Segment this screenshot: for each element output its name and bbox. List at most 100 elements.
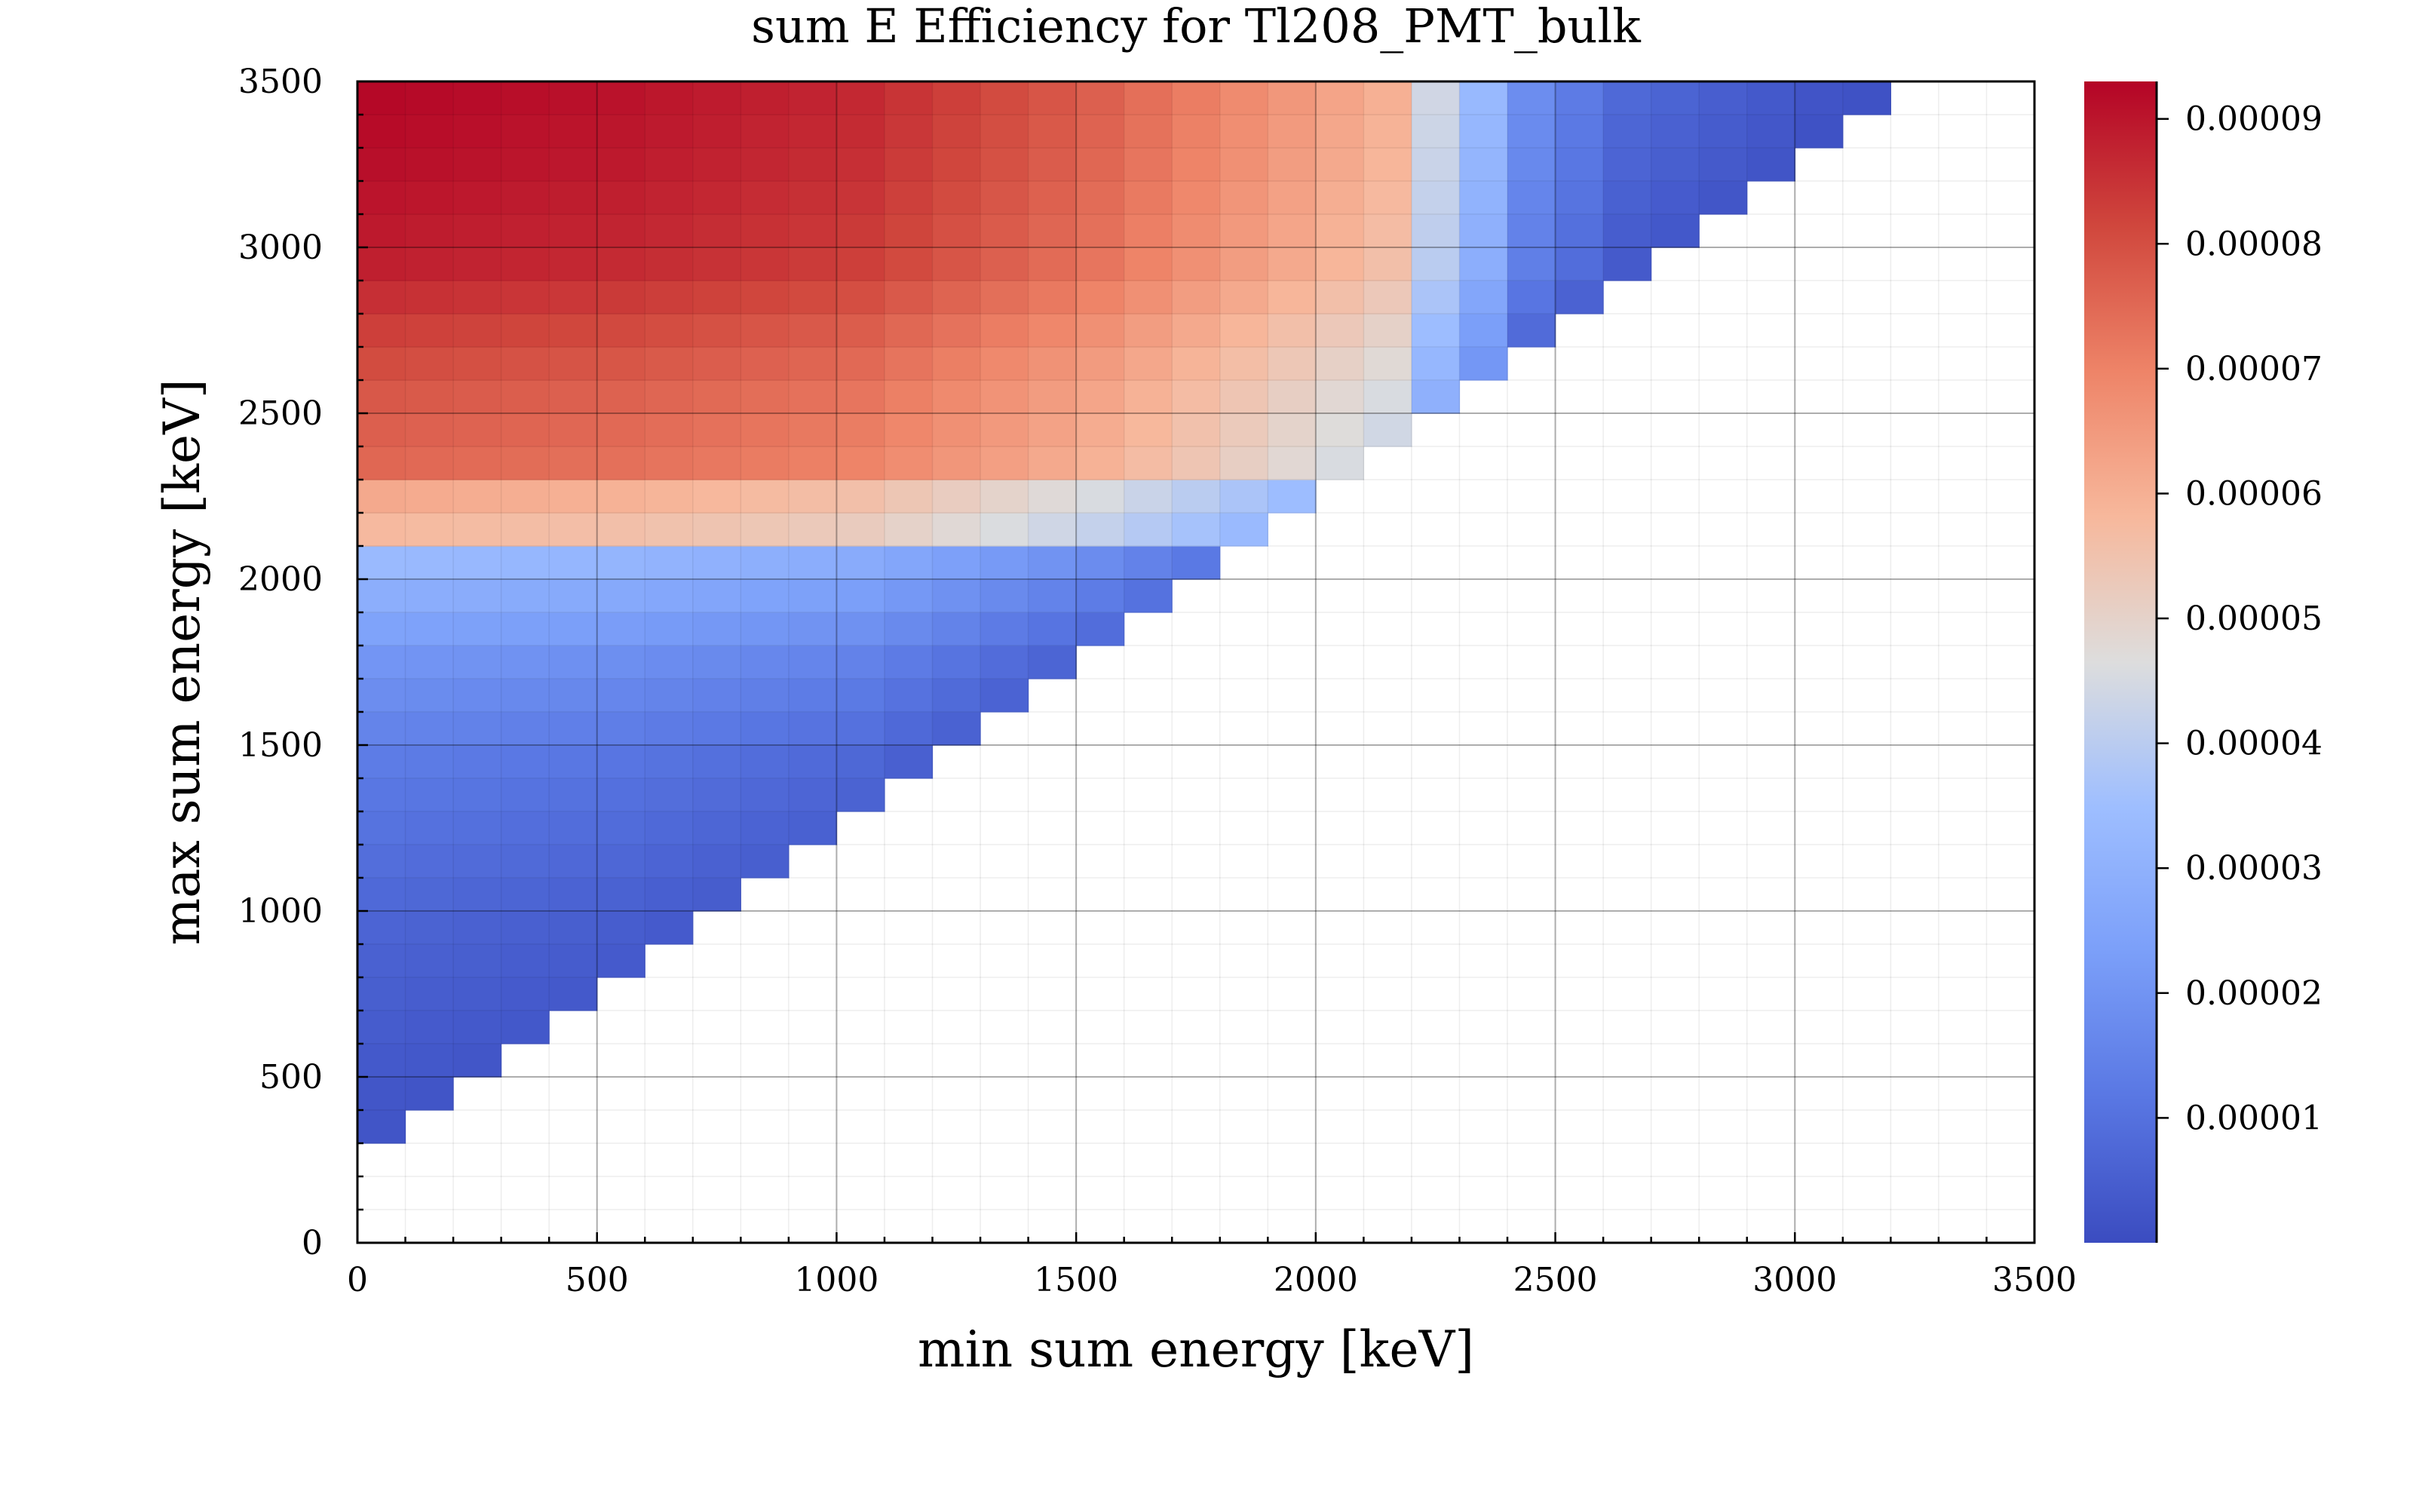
heatmap-cell	[405, 579, 454, 613]
heatmap-cell	[1842, 81, 1891, 115]
heatmap-cell	[405, 778, 454, 812]
heatmap-cell	[1172, 181, 1221, 215]
heatmap-cell	[932, 181, 981, 215]
heatmap-cell	[740, 214, 790, 248]
heatmap-cell	[453, 778, 502, 812]
heatmap-cell	[1268, 148, 1317, 182]
heatmap-cell	[453, 247, 502, 281]
heatmap-cell	[501, 181, 550, 215]
heatmap-cell	[549, 944, 598, 978]
heatmap-cell	[453, 845, 502, 879]
heatmap-cell	[405, 214, 454, 248]
heatmap-cell	[884, 646, 934, 679]
heatmap-cell	[740, 745, 790, 779]
heatmap-cell	[453, 911, 502, 945]
heatmap-cell	[932, 480, 981, 514]
heatmap-cell	[692, 579, 741, 613]
x-tick-label: 500	[566, 1261, 629, 1299]
heatmap-cell	[1219, 347, 1268, 381]
heatmap-cell	[357, 612, 406, 646]
heatmap-cell	[788, 413, 838, 447]
heatmap-cell	[1268, 480, 1317, 514]
heatmap-cell	[788, 446, 838, 480]
x-tick-label: 2000	[1274, 1261, 1358, 1299]
heatmap-cell	[501, 745, 550, 779]
heatmap-cell	[1651, 214, 1700, 248]
heatmap-cell	[1076, 380, 1125, 414]
heatmap-cell	[1124, 546, 1173, 580]
heatmap-cell	[884, 115, 934, 149]
heatmap-cell	[1507, 148, 1556, 182]
heatmap-cell	[1124, 480, 1173, 514]
heatmap-cell	[357, 1110, 406, 1144]
colorbar-tick-label: 0.00009	[2185, 100, 2323, 139]
heatmap-cell	[740, 712, 790, 746]
heatmap-cell	[932, 679, 981, 713]
heatmap-cell	[357, 148, 406, 182]
heatmap-cell	[405, 314, 454, 348]
heatmap-cell	[1268, 413, 1317, 447]
heatmap-cell	[645, 546, 694, 580]
heatmap-cell	[740, 181, 790, 215]
heatmap-cell	[645, 878, 694, 912]
heatmap-cell	[1411, 347, 1461, 381]
heatmap-cell	[1028, 281, 1077, 314]
heatmap-cell	[836, 281, 885, 314]
heatmap-cell	[645, 247, 694, 281]
heatmap-cell	[1363, 314, 1412, 348]
heatmap-cell	[645, 214, 694, 248]
heatmap-cell	[405, 181, 454, 215]
heatmap-cell	[645, 712, 694, 746]
heatmap-cell	[501, 679, 550, 713]
heatmap-cell	[980, 612, 1029, 646]
x-tick-label: 3500	[1992, 1261, 2077, 1299]
heatmap-cell	[692, 778, 741, 812]
heatmap-cell	[788, 646, 838, 679]
heatmap-cell	[788, 181, 838, 215]
heatmap-cell	[501, 115, 550, 149]
heatmap-cell	[1124, 380, 1173, 414]
heatmap-cell	[1363, 148, 1412, 182]
heatmap-cell	[549, 347, 598, 381]
heatmap-cell	[692, 646, 741, 679]
heatmap-cell	[1268, 81, 1317, 115]
x-tick-label: 3000	[1752, 1261, 1837, 1299]
heatmap-cell	[884, 214, 934, 248]
heatmap-cell	[1124, 347, 1173, 381]
y-tick-label: 3500	[238, 63, 323, 101]
heatmap-cell	[1507, 181, 1556, 215]
heatmap-cell	[1028, 646, 1077, 679]
heatmap-cell	[405, 1011, 454, 1044]
heatmap-cell	[1172, 446, 1221, 480]
heatmap-cell	[596, 81, 645, 115]
heatmap-cell	[596, 513, 645, 547]
heatmap-cell	[692, 745, 741, 779]
heatmap-cell	[1219, 480, 1268, 514]
heatmap-cell	[1076, 214, 1125, 248]
heatmap-cell	[1268, 247, 1317, 281]
heatmap-cell	[405, 944, 454, 978]
chart-title: sum E Efficiency for Tl208_PMT_bulk	[751, 0, 1641, 54]
heatmap-cell	[692, 845, 741, 879]
heatmap-cell	[1172, 546, 1221, 580]
heatmap-cell	[1315, 247, 1364, 281]
heatmap-cell	[596, 745, 645, 779]
heatmap-cell	[980, 247, 1029, 281]
heatmap-cell	[1124, 446, 1173, 480]
heatmap-cell	[1507, 247, 1556, 281]
heatmap-cell	[1603, 148, 1652, 182]
x-axis-ticks: 0 500 1000 1500 2000 2500 3000 3500	[347, 1232, 2077, 1299]
heatmap-cell	[453, 148, 502, 182]
heatmap-cell	[1411, 115, 1461, 149]
heatmap-cell	[453, 380, 502, 414]
heatmap-cell	[1076, 281, 1125, 314]
heatmap-cell	[1363, 181, 1412, 215]
heatmap-cell	[884, 480, 934, 514]
heatmap-cell	[740, 480, 790, 514]
heatmap-cell	[836, 181, 885, 215]
heatmap-cell	[645, 579, 694, 613]
heatmap-cell	[453, 181, 502, 215]
heatmap-cell	[1028, 546, 1077, 580]
heatmap-cell	[980, 281, 1029, 314]
